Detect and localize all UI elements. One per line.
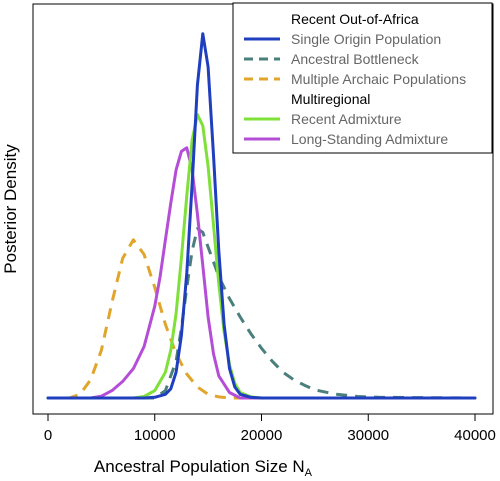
series-line-recent-admixture: [46, 113, 477, 400]
legend-heading-multiregional: Multiregional: [291, 91, 370, 107]
x-axis: 0 10000 20000 30000 40000: [44, 413, 496, 444]
y-axis-title: Posterior Density: [1, 144, 20, 274]
series-line-multiple-archaic-populations: [48, 238, 475, 400]
x-tick-label: 20000: [241, 427, 283, 444]
legend-label-multiple-archaic-populations: Multiple Archaic Populations: [291, 71, 466, 87]
legend-label-long-standing-admixture: Long-Standing Admixture: [291, 131, 448, 147]
series-line-long-standing-admixture: [46, 146, 477, 400]
legend-label-single-origin-population: Single Origin Population: [291, 31, 441, 47]
legend-label-ancestral-bottleneck: Ancestral Bottleneck: [291, 51, 420, 67]
x-axis-title-main: Ancestral Population Size N: [94, 457, 305, 476]
x-tick-label: 40000: [454, 427, 496, 444]
x-tick-label: 30000: [347, 427, 389, 444]
x-tick-label: 0: [44, 427, 52, 444]
legend-heading-recent-out-of-africa: Recent Out-of-Africa: [291, 11, 419, 27]
legend-label-recent-admixture: Recent Admixture: [291, 111, 402, 127]
x-axis-title: Ancestral Population Size NA: [94, 457, 313, 479]
x-tick-label: 10000: [134, 427, 176, 444]
legend: Recent Out-of-Africa Single Origin Popula…: [232, 2, 493, 154]
x-axis-title-subscript: A: [305, 467, 313, 479]
series-curves: [46, 32, 477, 400]
series-line-single-origin-population: [46, 32, 477, 400]
series-line-ancestral-bottleneck: [48, 227, 476, 400]
